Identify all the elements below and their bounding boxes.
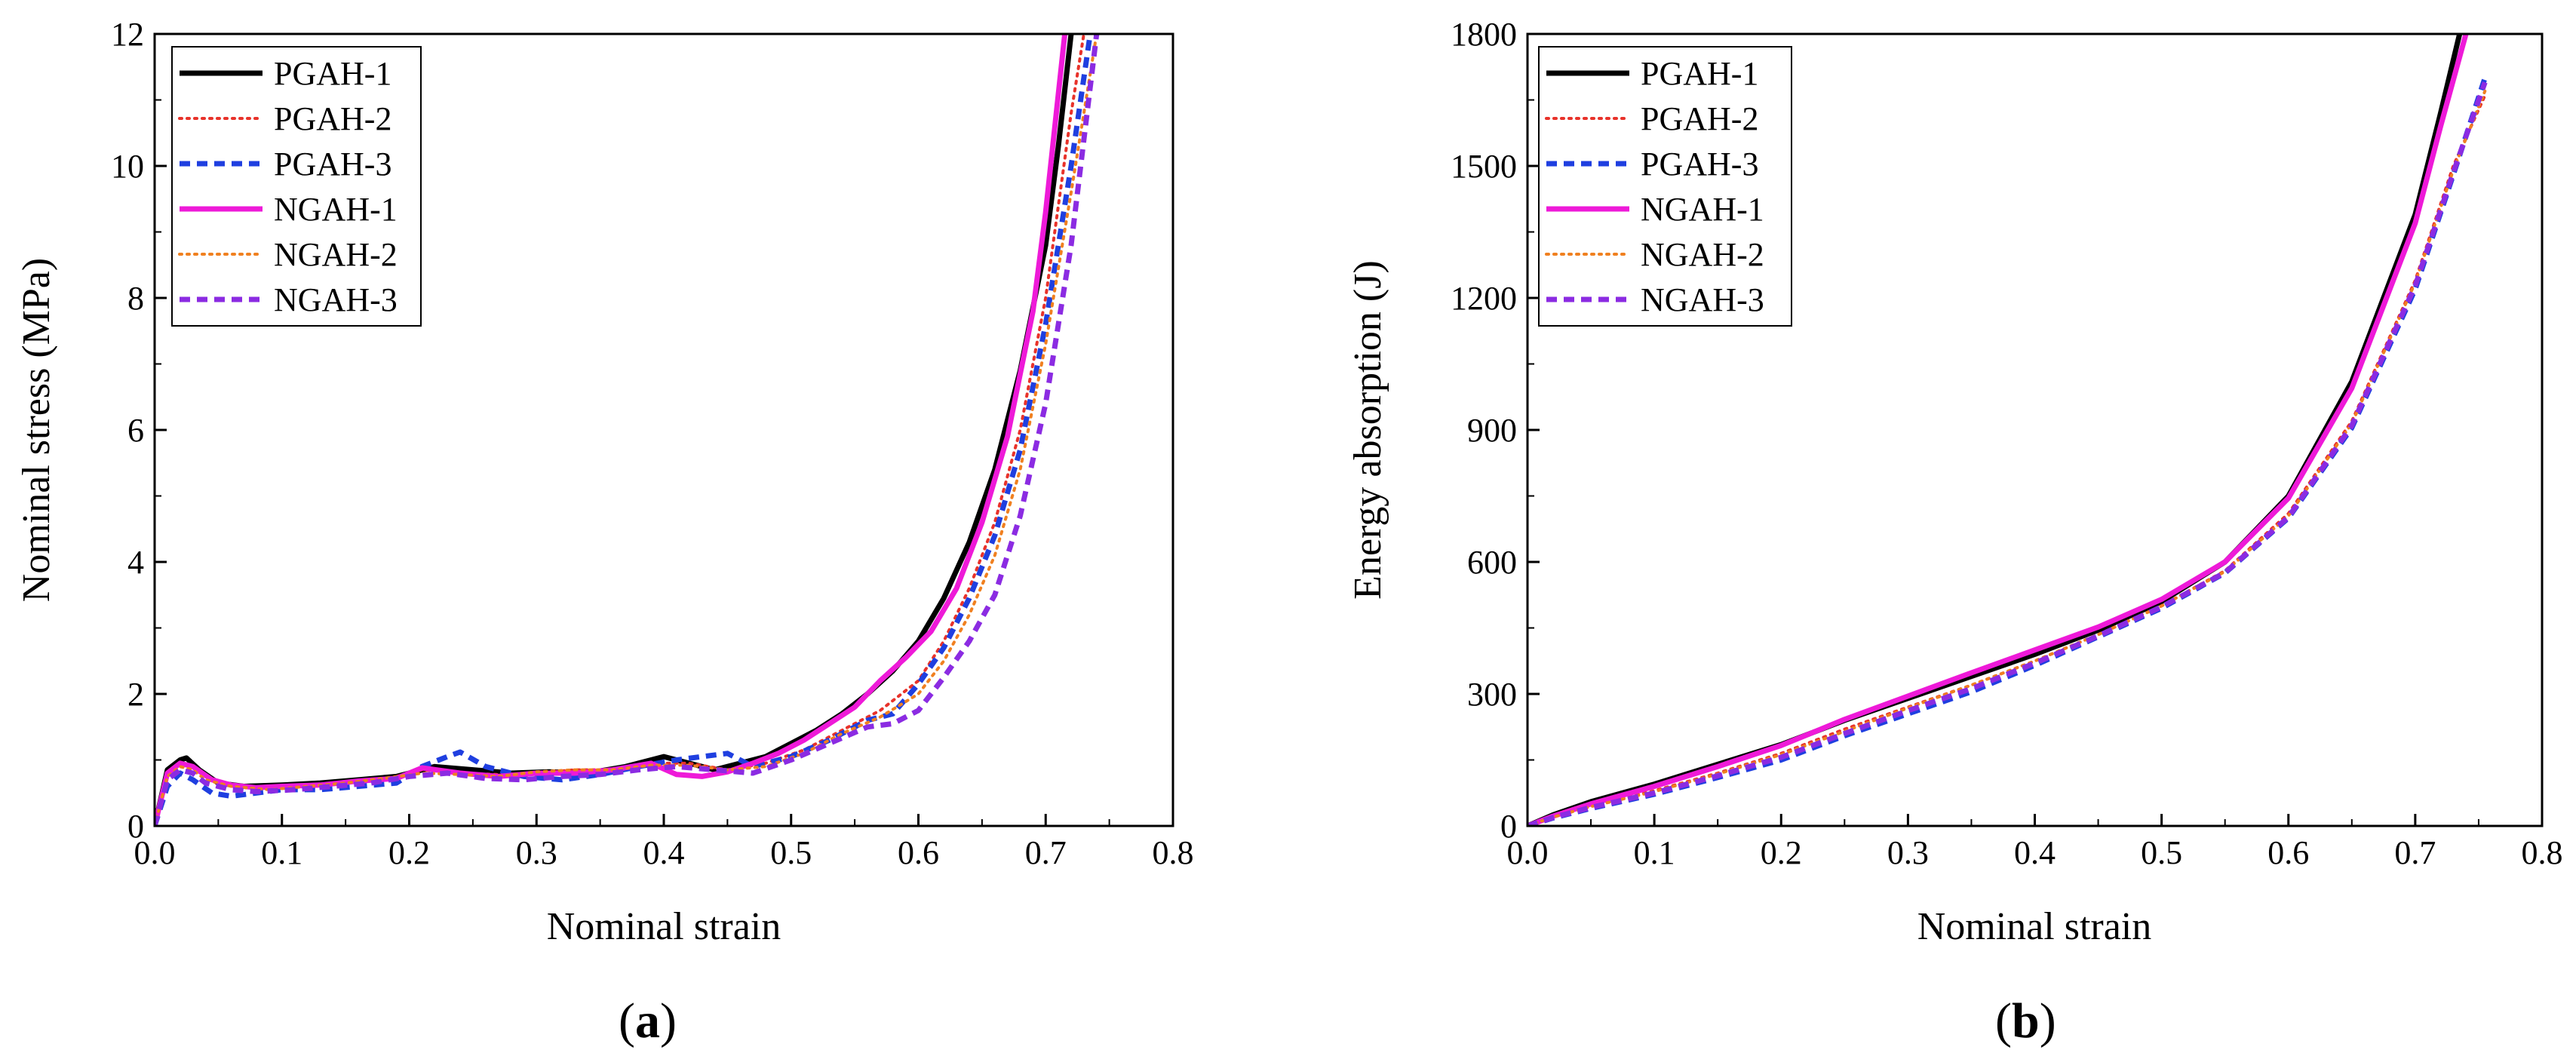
panel-a-series-ngah-2 bbox=[155, 34, 1098, 826]
panel-b-y-tick-label: 1200 bbox=[1451, 280, 1517, 317]
panel-a-y-axis-title: Nominal stress (MPa) bbox=[15, 258, 58, 602]
panel-a-legend: PGAH-1 PGAH-2 PGAH-3 NGAH-1 NGAH-2 NGAH-3 bbox=[171, 46, 422, 327]
panel-a-y-tick-label: 0 bbox=[127, 808, 144, 845]
panel-a-x-tick-label: 0.5 bbox=[770, 834, 812, 871]
panel-b-x-axis-title: Nominal strain bbox=[1917, 905, 2152, 948]
panel-b-legend-label-ngah-2: NGAH-2 bbox=[1641, 236, 1764, 273]
panel-b-x-tick-label: 0.0 bbox=[1507, 834, 1549, 871]
panel-a-legend-label-ngah-3: NGAH-3 bbox=[274, 281, 398, 318]
panel-b-y-tick-label: 600 bbox=[1467, 544, 1517, 581]
panel-a-x-tick-label: 0.0 bbox=[134, 834, 176, 871]
panel-b-label: (b) bbox=[1995, 993, 2056, 1048]
panel-a-plot-frame bbox=[153, 32, 1174, 827]
panel-b-legend-box bbox=[1538, 46, 1792, 327]
panel-a-x-tick-label: 0.7 bbox=[1025, 834, 1067, 871]
panel-b-y-tick-label: 300 bbox=[1467, 676, 1517, 713]
panel-a-y-tick-label: 12 bbox=[111, 16, 144, 53]
panel-a-legend-label-pgah-2: PGAH-2 bbox=[274, 100, 391, 137]
panel-b-x-tick-label: 0.8 bbox=[2522, 834, 2563, 871]
panel-b-y-tick-label: 1500 bbox=[1451, 148, 1517, 185]
panel-b-x-tick-label: 0.1 bbox=[1634, 834, 1675, 871]
panel-a-x-axis-title: Nominal strain bbox=[547, 905, 781, 948]
panel-b-series-ngah-1 bbox=[1527, 34, 2469, 826]
panel-a-y-tick-label: 2 bbox=[127, 676, 144, 713]
panel-a-legend-box bbox=[171, 46, 422, 327]
panel-a-label-letter: a bbox=[635, 993, 660, 1048]
panel-a-x-tick-label: 0.8 bbox=[1153, 834, 1194, 871]
panel-b-legend-label-ngah-1: NGAH-1 bbox=[1641, 191, 1764, 228]
panel-a-legend-label-pgah-3: PGAH-3 bbox=[274, 146, 391, 183]
panel-a-y-tick-label: 8 bbox=[127, 280, 144, 317]
panel-a-x-tick-label: 0.6 bbox=[898, 834, 939, 871]
panel-a-legend-label-pgah-1: PGAH-1 bbox=[274, 55, 391, 92]
panel-b-x-tick-label: 0.3 bbox=[1887, 834, 1929, 871]
panel-b-tick-labels: 0.0 0.1 0.2 0.3 0.4 0.5 0.6 0.7 0.8 0 300 600 900 120… bbox=[1451, 16, 2563, 871]
panel-b-legend-label-pgah-1: PGAH-1 bbox=[1641, 55, 1758, 92]
panel-a-y-tick-label: 6 bbox=[127, 412, 144, 449]
panel-b-legend-label-pgah-2: PGAH-2 bbox=[1641, 100, 1758, 137]
panel-b-plot-frame bbox=[1526, 32, 2544, 827]
panel-a-legend-label-ngah-2: NGAH-2 bbox=[274, 236, 398, 273]
panel-a-series-ngah-1 bbox=[155, 34, 1068, 826]
panel-b-x-tick-label: 0.7 bbox=[2394, 834, 2436, 871]
panel-a-series-ngah-3 bbox=[155, 34, 1100, 826]
panel-b-legend-label-pgah-3: PGAH-3 bbox=[1641, 146, 1758, 183]
panel-a-x-tick-label: 0.4 bbox=[643, 834, 685, 871]
panel-b-y-tick-label: 0 bbox=[1500, 808, 1517, 845]
panel-a-legend-label-ngah-1: NGAH-1 bbox=[274, 191, 398, 228]
panel-a-x-tick-label: 0.2 bbox=[388, 834, 430, 871]
panel-b-y-tick-label: 900 bbox=[1467, 412, 1517, 449]
panel-a-x-tick-label: 0.1 bbox=[261, 834, 302, 871]
panel-b-series-lines bbox=[1527, 34, 2488, 826]
panel-b-x-tick-label: 0.6 bbox=[2267, 834, 2309, 871]
panel-b-energy-strain-chart: 0.0 0.1 0.2 0.3 0.4 0.5 0.6 0.7 0.8 0 300 600 900 120… bbox=[1346, 16, 2563, 1048]
panel-b-x-tick-label: 0.4 bbox=[2014, 834, 2056, 871]
panel-b-x-tick-label: 0.5 bbox=[2141, 834, 2182, 871]
panel-a-label: (a) bbox=[619, 993, 677, 1048]
panel-a-x-tick-label: 0.3 bbox=[516, 834, 557, 871]
panel-b-y-axis-title: Energy absorption (J) bbox=[1346, 260, 1389, 600]
panel-a-series-lines bbox=[155, 34, 1100, 826]
panel-a-y-tick-label: 4 bbox=[127, 544, 144, 581]
panel-b-legend: PGAH-1 PGAH-2 PGAH-3 NGAH-1 NGAH-2 NGAH-3 bbox=[1538, 46, 1792, 327]
panel-a-y-tick-label: 10 bbox=[111, 148, 144, 185]
panel-b-legend-label-ngah-3: NGAH-3 bbox=[1641, 281, 1764, 318]
panel-b-y-tick-label: 1800 bbox=[1451, 16, 1517, 53]
panel-b-label-letter: b bbox=[2012, 993, 2040, 1048]
panel-b-x-tick-label: 0.2 bbox=[1761, 834, 1802, 871]
panel-a-stress-strain-chart: 0.0 0.1 0.2 0.3 0.4 0.5 0.6 0.7 0.8 0 2 4 6 8 10 12 PGA… bbox=[15, 16, 1194, 1048]
panel-a-tick-labels: 0.0 0.1 0.2 0.3 0.4 0.5 0.6 0.7 0.8 0 2 4 6 8 10 12 bbox=[111, 16, 1194, 871]
panel-a-series-pgah-3 bbox=[155, 34, 1093, 826]
panel-b-series-ngah-2 bbox=[1527, 89, 2487, 826]
